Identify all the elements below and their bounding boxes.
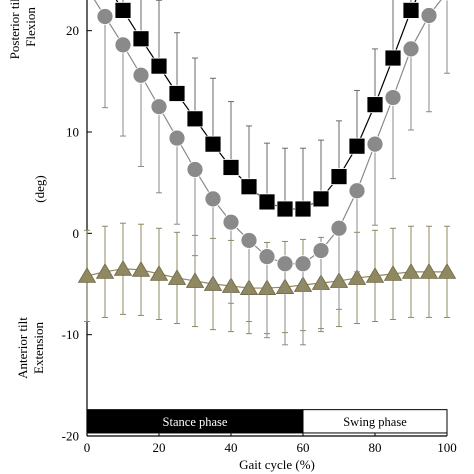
- data-point-triangle: [401, 263, 421, 279]
- data-point-triangle: [437, 263, 457, 279]
- data-point-triangle: [365, 267, 385, 283]
- y-axis-label-top: Posterior tilt Flexion: [7, 0, 39, 77]
- y-tick-label: -20: [62, 429, 79, 444]
- data-point-circle: [204, 190, 222, 208]
- data-point-square: [186, 110, 204, 128]
- data-point-square: [402, 1, 420, 19]
- data-point-triangle: [77, 267, 97, 283]
- data-point-circle: [258, 248, 276, 266]
- y-tick-label: 10: [66, 125, 79, 140]
- data-point-circle: [186, 161, 204, 178]
- swing-phase-label: Swing phase: [343, 415, 407, 429]
- data-point-circle: [402, 40, 420, 58]
- y-tick-label: -10: [62, 327, 79, 342]
- data-point-square: [132, 30, 150, 48]
- data-point-square: [258, 193, 276, 211]
- data-point-circle: [96, 8, 114, 25]
- y-axis-label-bottom-line1: Anterior tilt: [15, 317, 30, 379]
- y-tick-label: 0: [73, 226, 80, 241]
- data-point-triangle: [185, 272, 205, 288]
- data-point-square: [348, 137, 366, 155]
- data-point-square: [276, 200, 294, 218]
- data-point-square: [330, 168, 348, 185]
- data-point-square: [114, 1, 132, 19]
- stance-phase-label: Stance phase: [163, 415, 228, 429]
- data-point-square: [240, 178, 258, 196]
- data-point-circle: [132, 66, 150, 84]
- y-axis-label-bottom-line2: Extension: [31, 322, 46, 374]
- data-point-circle: [222, 213, 240, 231]
- y-axis-label-bottom: Anterior tilt Extension: [15, 298, 47, 398]
- data-point-square: [168, 85, 186, 102]
- x-tick-label: 20: [153, 440, 166, 455]
- data-point-circle: [240, 232, 258, 249]
- data-point-triangle: [149, 265, 169, 281]
- data-point-square: [204, 135, 222, 153]
- data-point-circle: [420, 7, 438, 24]
- data-point-circle: [114, 36, 132, 54]
- data-point-circle: [168, 129, 186, 147]
- data-point-circle: [366, 135, 384, 153]
- data-point-circle: [276, 255, 294, 273]
- data-point-square: [222, 159, 240, 176]
- data-point-triangle: [167, 269, 187, 285]
- x-tick-label: 100: [437, 440, 457, 455]
- data-point-circle: [348, 182, 366, 200]
- y-axis-label-top-line2: Flexion: [23, 7, 38, 47]
- y-axis-label-unit: (deg): [32, 175, 47, 203]
- data-point-circle: [312, 242, 330, 259]
- data-point-square: [384, 49, 402, 67]
- data-point-circle: [330, 219, 348, 237]
- x-tick-label: 0: [84, 440, 91, 455]
- data-point-square: [312, 190, 330, 208]
- y-tick-label: 20: [66, 23, 79, 38]
- data-point-triangle: [419, 263, 439, 279]
- data-point-triangle: [113, 260, 133, 276]
- data-point-triangle: [383, 265, 403, 281]
- x-tick-label: 80: [369, 440, 382, 455]
- data-point-triangle: [347, 269, 367, 285]
- x-tick-label: 60: [297, 440, 310, 455]
- data-point-square: [294, 200, 312, 218]
- swing-phase-bar: [302, 409, 448, 434]
- data-point-circle: [294, 255, 312, 273]
- y-axis-label-top-line1: Posterior tilt: [7, 0, 22, 60]
- data-point-circle: [150, 98, 168, 116]
- data-point-triangle: [131, 261, 151, 277]
- data-point-square: [150, 57, 168, 75]
- data-point-square: [366, 96, 384, 114]
- x-tick-label: 40: [225, 440, 238, 455]
- x-axis-label: Gait cycle (%): [239, 457, 315, 472]
- data-point-circle: [384, 89, 402, 106]
- data-point-triangle: [95, 263, 115, 279]
